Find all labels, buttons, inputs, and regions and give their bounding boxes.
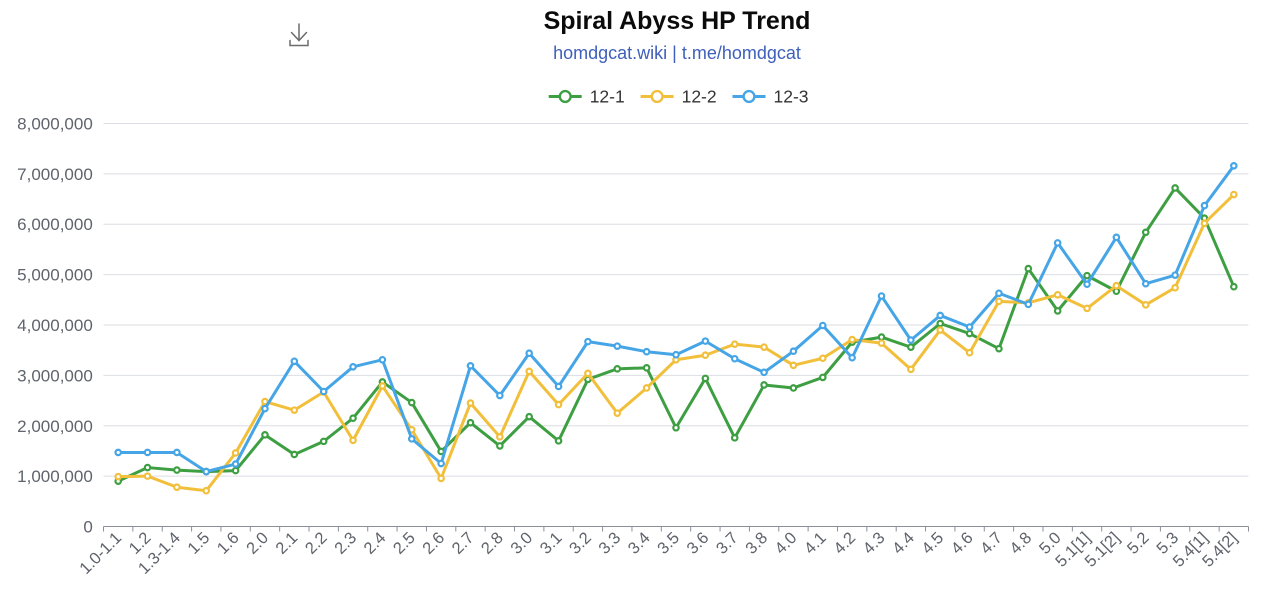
svg-text:2,000,000: 2,000,000 [17,417,93,436]
svg-text:12-1: 12-1 [590,87,625,107]
svg-text:8,000,000: 8,000,000 [17,115,93,134]
svg-text:homdgcat.wiki | t.me/homdgcat: homdgcat.wiki | t.me/homdgcat [553,43,801,63]
svg-text:5,000,000: 5,000,000 [17,266,93,285]
svg-text:0: 0 [83,518,92,537]
svg-text:1,000,000: 1,000,000 [17,467,93,486]
svg-text:3,000,000: 3,000,000 [17,366,93,385]
svg-text:Spiral Abyss HP Trend: Spiral Abyss HP Trend [544,7,811,35]
svg-text:4,000,000: 4,000,000 [17,316,93,335]
svg-text:7,000,000: 7,000,000 [17,165,93,184]
svg-text:12-3: 12-3 [774,87,809,107]
svg-text:6,000,000: 6,000,000 [17,215,93,234]
svg-text:12-2: 12-2 [682,87,717,107]
